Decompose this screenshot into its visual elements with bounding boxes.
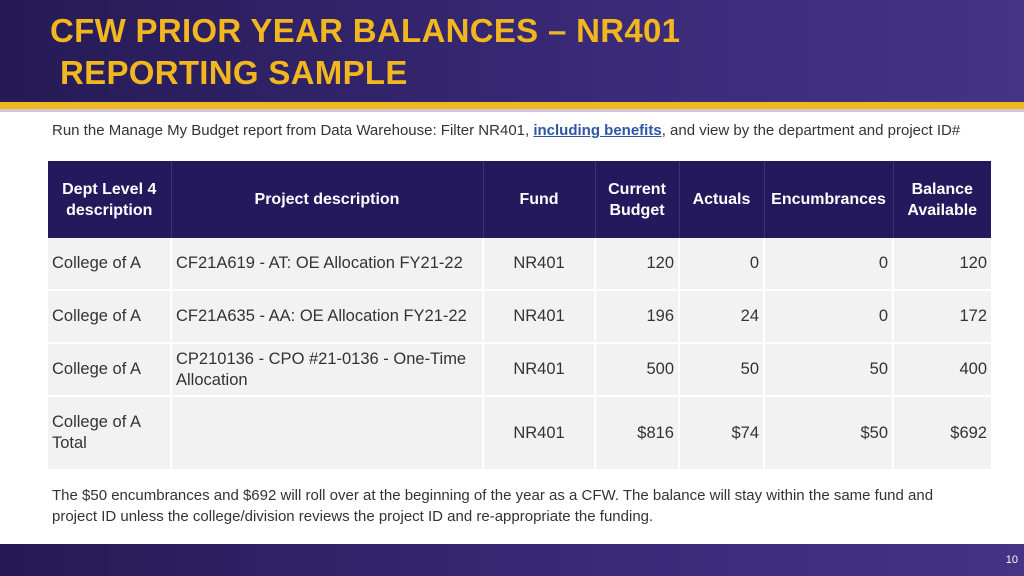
cell-fund: NR401 bbox=[483, 290, 596, 344]
table-header-row: Dept Level 4 description Project descrip… bbox=[48, 161, 991, 238]
slide-title-line2: REPORTING SAMPLE bbox=[60, 54, 408, 91]
intro-text-before: Run the Manage My Budget report from Dat… bbox=[52, 122, 534, 139]
col-header-project: Project description bbox=[171, 161, 484, 238]
gold-divider bbox=[0, 102, 1024, 109]
cell-encumbrances: 50 bbox=[764, 343, 894, 397]
cell-actuals: 24 bbox=[679, 290, 765, 344]
col-header-fund: Fund bbox=[483, 161, 596, 238]
col-header-dept: Dept Level 4 description bbox=[48, 161, 172, 238]
page-number: 10 bbox=[1005, 554, 1018, 566]
cell-project: CP210136 - CPO #21-0136 - One-Time Alloc… bbox=[171, 343, 484, 397]
cell-dept: College of A bbox=[48, 343, 172, 397]
col-header-budget: Current Budget bbox=[595, 161, 680, 238]
cell-encumbrances: 0 bbox=[764, 238, 894, 291]
cell-budget: 120 bbox=[595, 238, 680, 291]
cell-project bbox=[171, 396, 484, 471]
col-header-actuals: Actuals bbox=[679, 161, 765, 238]
cell-fund: NR401 bbox=[483, 343, 596, 397]
cell-balance: 120 bbox=[893, 238, 991, 291]
cell-actuals: 0 bbox=[679, 238, 765, 291]
cell-balance: $692 bbox=[893, 396, 991, 471]
cell-dept: College of A Total bbox=[48, 396, 172, 471]
cell-dept: College of A bbox=[48, 290, 172, 344]
slide-title: CFW PRIOR YEAR BALANCES – NR401 REPORTIN… bbox=[50, 10, 680, 94]
cell-balance: 400 bbox=[893, 343, 991, 397]
footer-bar: 10 bbox=[0, 544, 1024, 576]
intro-text-after: , and view by the department and project… bbox=[661, 122, 961, 139]
col-header-encumbrances: Encumbrances bbox=[764, 161, 894, 238]
cell-dept: College of A bbox=[48, 238, 172, 291]
cell-project: CF21A635 - AA: OE Allocation FY21-22 bbox=[171, 290, 484, 344]
slide-title-line1: CFW PRIOR YEAR BALANCES – NR401 bbox=[50, 12, 681, 49]
col-header-balance: Balance Available bbox=[893, 161, 991, 238]
budget-table: Dept Level 4 description Project descrip… bbox=[48, 161, 991, 471]
cell-fund: NR401 bbox=[483, 396, 596, 471]
cell-actuals: 50 bbox=[679, 343, 765, 397]
table-row: College of A CF21A635 - AA: OE Allocatio… bbox=[48, 290, 991, 344]
cell-encumbrances: 0 bbox=[764, 290, 894, 344]
cell-budget: $816 bbox=[595, 396, 680, 471]
cell-budget: 500 bbox=[595, 343, 680, 397]
including-benefits-link[interactable]: including benefits bbox=[533, 122, 662, 139]
table-row: College of A CP210136 - CPO #21-0136 - O… bbox=[48, 343, 991, 397]
cell-actuals: $74 bbox=[679, 396, 765, 471]
cell-balance: 172 bbox=[893, 290, 991, 344]
lavender-divider bbox=[0, 109, 1024, 112]
cell-encumbrances: $50 bbox=[764, 396, 894, 471]
table-row: College of A CF21A619 - AT: OE Allocatio… bbox=[48, 238, 991, 291]
cell-fund: NR401 bbox=[483, 238, 596, 291]
intro-text: Run the Manage My Budget report from Dat… bbox=[52, 121, 992, 141]
table-total-row: College of A Total NR401 $816 $74 $50 $6… bbox=[48, 396, 991, 471]
title-banner: CFW PRIOR YEAR BALANCES – NR401 REPORTIN… bbox=[0, 0, 1024, 102]
cell-budget: 196 bbox=[595, 290, 680, 344]
cell-project: CF21A619 - AT: OE Allocation FY21-22 bbox=[171, 238, 484, 291]
rollover-note: The $50 encumbrances and $692 will roll … bbox=[52, 487, 934, 525]
